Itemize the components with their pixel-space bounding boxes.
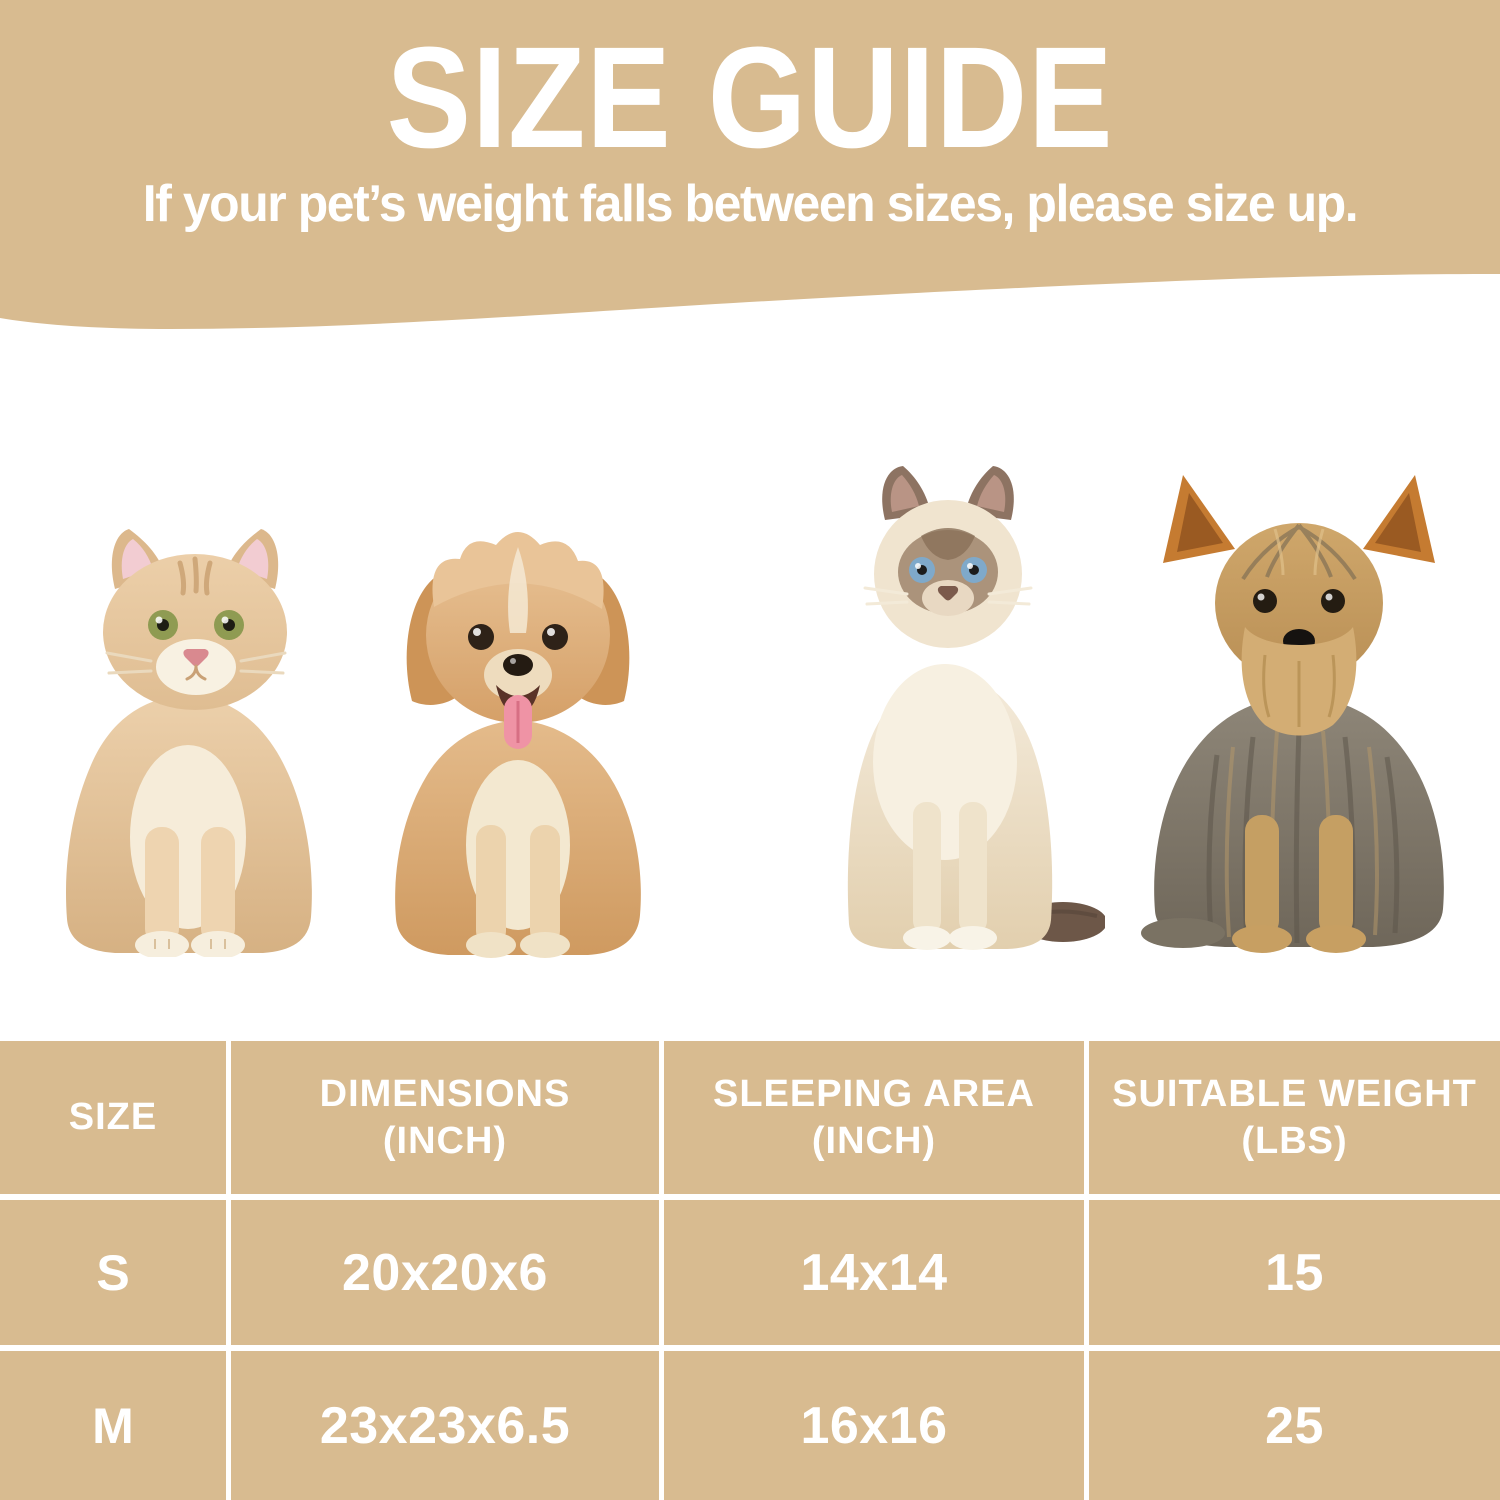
pet-photo-golden-cat xyxy=(45,527,330,957)
table-row-s-dimensions: 20x20x6 xyxy=(231,1200,659,1345)
table-row-m-dimensions: 23x23x6.5 xyxy=(231,1351,659,1500)
table-row-m-size: M xyxy=(0,1351,226,1500)
column-unit: (INCH) xyxy=(811,1119,937,1162)
column-header-sleeping-area: SLEEPING AREA (INCH) xyxy=(664,1041,1084,1194)
column-header-suitable-weight: SUITABLE WEIGHT (LBS) xyxy=(1089,1041,1500,1194)
table-row-s-size: S xyxy=(0,1200,226,1345)
column-unit: (LBS) xyxy=(1241,1119,1348,1162)
table-row-s-weight: 15 xyxy=(1089,1200,1500,1345)
page-title: SIZE GUIDE xyxy=(386,17,1114,178)
pet-photo-birman-cat xyxy=(795,462,1105,952)
column-label: SLEEPING AREA xyxy=(713,1073,1035,1116)
pet-photo-yorkshire-terrier xyxy=(1125,465,1473,953)
table-row-m-weight: 25 xyxy=(1089,1351,1500,1500)
table-row-m-sleeping-area: 16x16 xyxy=(664,1351,1084,1500)
pet-photo-havanese-puppy xyxy=(368,515,668,960)
column-unit: (INCH) xyxy=(382,1119,508,1162)
column-header-size: SIZE xyxy=(0,1041,226,1194)
column-label: DIMENSIONS xyxy=(319,1073,571,1116)
column-label: SUITABLE WEIGHT xyxy=(1112,1073,1477,1116)
table-row-s-sleeping-area: 14x14 xyxy=(664,1200,1084,1345)
page-subtitle: If your pet’s weight falls between sizes… xyxy=(142,175,1359,233)
column-header-dimensions: DIMENSIONS (INCH) xyxy=(231,1041,659,1194)
size-table: SIZE DIMENSIONS (INCH) SLEEPING AREA (IN… xyxy=(0,1041,1500,1500)
header-wave-background xyxy=(0,0,1500,329)
column-label: SIZE xyxy=(68,1096,158,1139)
